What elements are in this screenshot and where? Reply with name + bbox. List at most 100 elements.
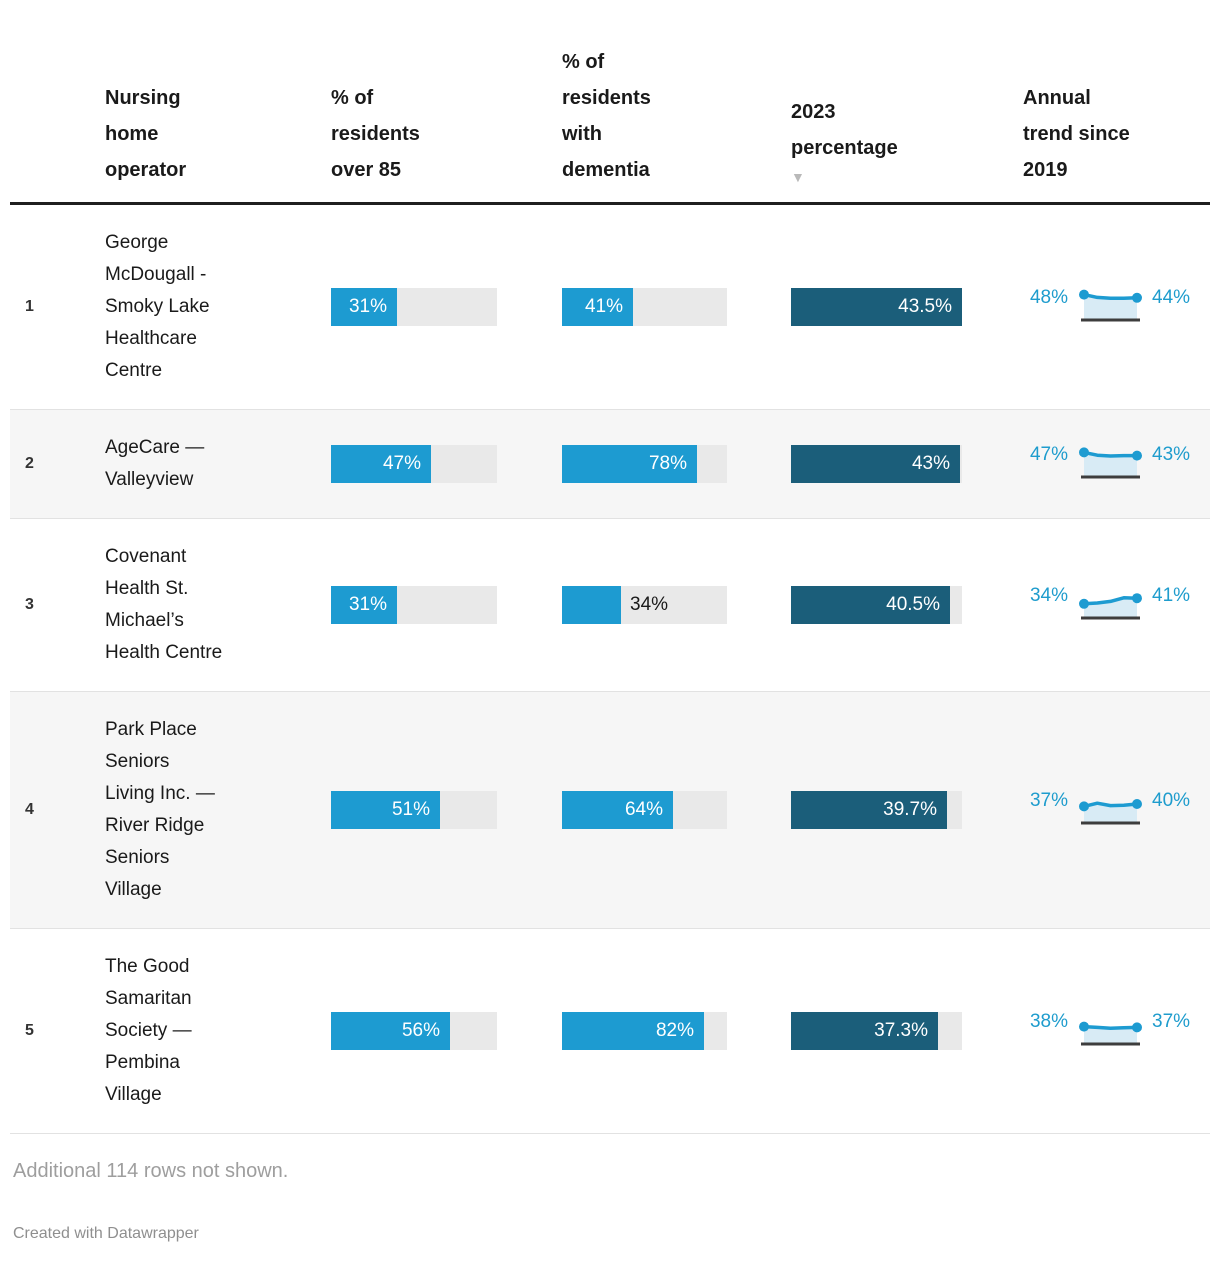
sparkline-end-dot	[1132, 450, 1142, 461]
bar-track: 34%	[562, 586, 727, 624]
bar-value-label: 37.3%	[874, 1020, 928, 1041]
bar-fill: 82%	[562, 1012, 704, 1050]
header-dementia[interactable]: % of residents with dementia	[562, 44, 791, 188]
operator-name: The Good Samaritan Society — Pembina Vil…	[105, 956, 192, 1105]
bar-value-label: 39.7%	[883, 799, 937, 820]
dementia-bar-cell: 34%	[562, 586, 791, 624]
over85-bar-cell: 56%	[331, 1012, 562, 1050]
bar-value-label: 64%	[624, 799, 663, 820]
bar-value-label: 40.5%	[886, 594, 940, 615]
sparkline-baseline	[1081, 318, 1140, 322]
bar-fill: 37.3%	[791, 1012, 938, 1050]
over85-bar-cell: 47%	[331, 445, 562, 483]
bar-fill: 31%	[331, 288, 397, 326]
trend-start-label: 37%	[1029, 790, 1068, 811]
bar-fill: 56%	[331, 1012, 450, 1050]
row-rank: 1	[25, 298, 34, 315]
header-2023-percentage[interactable]: 2023 percentage ▼	[791, 94, 1023, 188]
trend-sparkline	[1079, 289, 1142, 322]
operator-name: Covenant Health St. Michael’s Health Cen…	[105, 546, 223, 663]
dementia-bar-cell: 78%	[562, 445, 791, 483]
bar-fill: 43.5%	[791, 288, 962, 326]
header-over85-label: % of residents over 85	[331, 87, 420, 181]
header-operator-label: Nursing home operator	[105, 87, 187, 181]
sparkline-baseline	[1081, 475, 1140, 479]
sparkline-start-dot	[1079, 598, 1089, 609]
bar-track: 78%	[562, 445, 727, 483]
bar-value-label: 43.5%	[898, 296, 952, 317]
operator-name: George McDougall - Smoky Lake Healthcare…	[105, 232, 210, 381]
table-row: 2 AgeCare — Valleyview 47% 78% 43% 47% 43…	[10, 410, 1210, 519]
bar-value-label: 78%	[648, 453, 687, 474]
sparkline-end-dot	[1132, 799, 1142, 809]
trend-sparkline	[1079, 593, 1142, 620]
dementia-bar-cell: 41%	[562, 288, 791, 326]
row-rank: 4	[25, 801, 34, 818]
table-body: 1 George McDougall - Smoky Lake Healthca…	[10, 205, 1210, 1134]
header-2023-label: 2023 percentage	[791, 101, 898, 159]
operator-name: Park Place Seniors Living Inc. — River R…	[105, 719, 215, 900]
bar-fill: 39.7%	[791, 791, 947, 829]
operator-name: AgeCare — Valleyview	[105, 437, 205, 490]
header-over85[interactable]: % of residents over 85	[331, 80, 562, 188]
sparkline-start-dot	[1079, 447, 1089, 458]
bar-track: 51%	[331, 791, 497, 829]
sparkline-end-dot	[1132, 1022, 1142, 1033]
bar-fill: 40.5%	[791, 586, 950, 624]
sparkline-baseline	[1081, 821, 1140, 825]
bar-track: 37.3%	[791, 1012, 962, 1050]
trend-sparkline	[1079, 799, 1142, 825]
trend-start-label: 47%	[1029, 444, 1068, 465]
trend-cell: 38% 37%	[1023, 1011, 1210, 1051]
trend-cell: 37% 40%	[1023, 790, 1210, 830]
bar-value-label: 56%	[401, 1020, 440, 1041]
trend-start-label: 34%	[1029, 585, 1068, 606]
row-rank: 3	[25, 596, 34, 613]
dementia-bar-cell: 64%	[562, 791, 791, 829]
bar-fill: 78%	[562, 445, 697, 483]
bar-track: 39.7%	[791, 791, 962, 829]
header-dementia-label: % of residents with dementia	[562, 51, 651, 181]
trend-start-label: 48%	[1029, 287, 1068, 308]
bar-value-label: 43%	[911, 453, 950, 474]
bar-track: 82%	[562, 1012, 727, 1050]
rows-not-shown-note: Additional 114 rows not shown.	[13, 1160, 289, 1182]
trend-cell: 48% 44%	[1023, 287, 1210, 327]
pct2023-bar-cell: 43.5%	[791, 288, 1023, 326]
header-operator[interactable]: Nursing home operator	[105, 80, 331, 188]
bar-track: 56%	[331, 1012, 497, 1050]
bar-fill: 64%	[562, 791, 673, 829]
table-row: 3 Covenant Health St. Michael’s Health C…	[10, 519, 1210, 692]
datawrapper-credit: Created with Datawrapper	[13, 1225, 199, 1242]
sparkline-start-dot	[1079, 1021, 1089, 1032]
sparkline-start-dot	[1079, 289, 1089, 300]
bar-value-label: 51%	[391, 799, 430, 820]
sparkline-line	[1082, 801, 1139, 809]
bar-value-label: 47%	[382, 453, 421, 474]
bar-value-label: 34%	[630, 594, 669, 615]
sparkline-area	[1084, 294, 1137, 320]
pct2023-bar-cell: 40.5%	[791, 586, 1023, 624]
sparkline-line	[1082, 292, 1139, 300]
bar-track: 41%	[562, 288, 727, 326]
bar-track: 47%	[331, 445, 497, 483]
table-header: Nursing home operator % of residents ove…	[10, 0, 1210, 205]
sparkline-baseline	[1081, 616, 1140, 620]
table-row: 4 Park Place Seniors Living Inc. — River…	[10, 692, 1210, 929]
pct2023-bar-cell: 37.3%	[791, 1012, 1023, 1050]
bar-value-label: 31%	[348, 594, 387, 615]
trend-sparkline	[1079, 447, 1142, 479]
bar-fill: 34%	[562, 586, 668, 624]
trend-end-label: 37%	[1152, 1011, 1191, 1032]
sparkline-end-dot	[1132, 593, 1142, 604]
sort-descending-icon[interactable]: ▼	[791, 169, 805, 185]
header-trend-label: Annual trend since 2019	[1023, 87, 1130, 181]
header-trend[interactable]: Annual trend since 2019	[1023, 80, 1210, 188]
sparkline-line	[1082, 1024, 1139, 1030]
table-row: 1 George McDougall - Smoky Lake Healthca…	[10, 205, 1210, 410]
sparkline-line	[1082, 596, 1139, 606]
table: Nursing home operator % of residents ove…	[10, 0, 1210, 1242]
sparkline-area	[1084, 1026, 1137, 1044]
trend-cell: 47% 43%	[1023, 444, 1210, 484]
bar-value-label: 31%	[348, 296, 387, 317]
